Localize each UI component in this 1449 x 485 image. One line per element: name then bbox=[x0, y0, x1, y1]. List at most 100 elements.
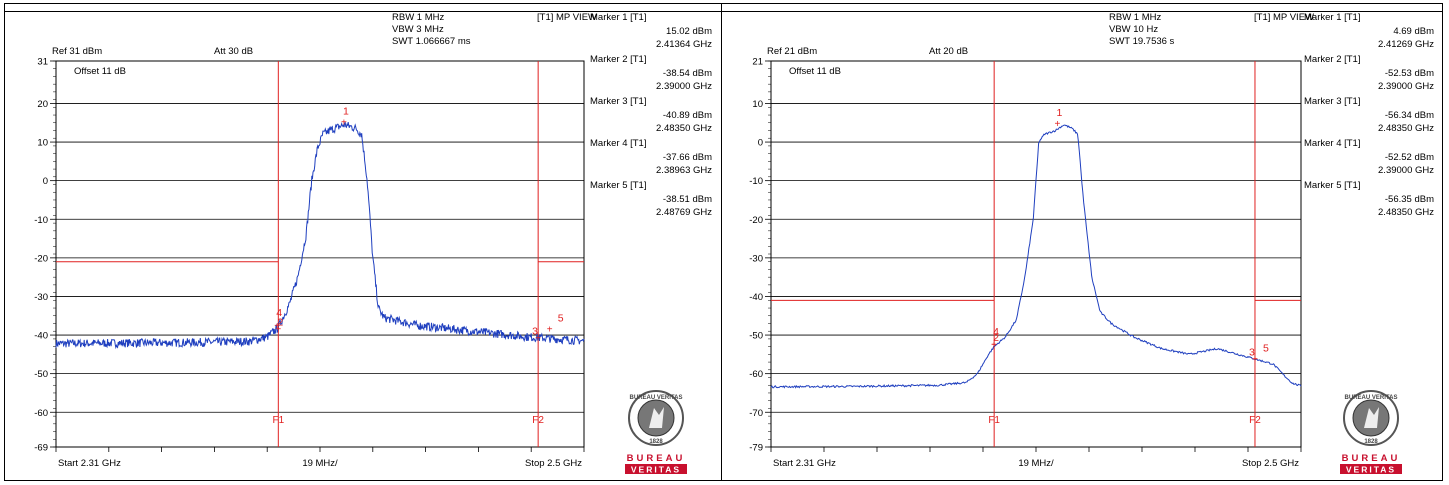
logo-wordmark-band bbox=[625, 464, 687, 474]
marker-symbol: + bbox=[1252, 355, 1258, 366]
f1-label: F1 bbox=[272, 415, 284, 426]
marker-symbol: + bbox=[991, 340, 997, 351]
y-tick-label: 20 bbox=[37, 99, 48, 110]
marker-number-3: 3 bbox=[532, 325, 538, 337]
marker-table-level: -52.52 dBm bbox=[1385, 152, 1434, 163]
marker-symbol: + bbox=[274, 321, 280, 332]
marker-table-title: Marker 4 [T1] bbox=[590, 138, 647, 149]
marker-table-title: Marker 1 [T1] bbox=[590, 12, 647, 23]
marker-symbol: + bbox=[1252, 355, 1258, 366]
marker-symbol: + bbox=[991, 340, 997, 351]
y-tick-label: -40 bbox=[749, 292, 763, 303]
marker-table-frequency: 2.39000 GHz bbox=[1378, 165, 1434, 176]
panel-divider bbox=[721, 3, 722, 481]
marker-table-frequency: 2.39000 GHz bbox=[656, 81, 712, 92]
marker-table-title: Marker 5 [T1] bbox=[590, 180, 647, 191]
marker-table-title: Marker 3 [T1] bbox=[590, 96, 647, 107]
marker-table-frequency: 2.39000 GHz bbox=[1378, 81, 1434, 92]
y-tick-label: -20 bbox=[34, 253, 48, 264]
swt-label: SWT 1.066667 ms bbox=[392, 36, 471, 47]
view-label: [T1] MP VIEW bbox=[537, 12, 597, 23]
marker-table-frequency: 2.48350 GHz bbox=[1378, 123, 1434, 134]
marker-table-title: Marker 3 [T1] bbox=[1304, 96, 1361, 107]
logo-seal-text: BUREAU VERITAS bbox=[630, 395, 683, 401]
marker-table-frequency: 2.38963 GHz bbox=[656, 165, 712, 176]
y-tick-label: -70 bbox=[749, 408, 763, 419]
swt-label: SWT 19.7536 s bbox=[1109, 36, 1175, 47]
stop-frequency-label: Stop 2.5 GHz bbox=[1242, 458, 1299, 469]
marker-table-level: -52.53 dBm bbox=[1385, 68, 1434, 79]
marker-number-2: 2 bbox=[993, 332, 999, 344]
att-label: Att 20 dB bbox=[929, 46, 968, 57]
logo-wordmark-band bbox=[1340, 464, 1402, 474]
y-tick-label: -40 bbox=[34, 331, 48, 342]
logo-figure-icon bbox=[1364, 407, 1379, 428]
marker-number-1: 1 bbox=[1056, 107, 1062, 119]
marker-table-level: -40.89 dBm bbox=[663, 110, 712, 121]
att-label: Att 30 dB bbox=[214, 46, 253, 57]
marker-table-title: Marker 2 [T1] bbox=[1304, 54, 1361, 65]
plot-frame bbox=[770, 60, 1302, 448]
y-tick-label: 10 bbox=[37, 138, 48, 149]
offset-label: Offset 11 dB bbox=[74, 66, 126, 77]
logo-wordmark-bottom: VERITAS bbox=[631, 465, 681, 475]
marker-table-title: Marker 2 [T1] bbox=[590, 54, 647, 65]
logo-wordmark-bottom: VERITAS bbox=[1346, 465, 1396, 475]
span-per-division-label: 19 MHz/ bbox=[1018, 458, 1054, 469]
marker-table-level: -37.66 dBm bbox=[663, 152, 712, 163]
start-frequency-label: Start 2.31 GHz bbox=[58, 458, 121, 469]
ref-label: Ref 31 dBm bbox=[52, 46, 102, 57]
marker-table-frequency: 2.48350 GHz bbox=[1378, 207, 1434, 218]
marker-number-5: 5 bbox=[1263, 343, 1269, 355]
vbw-label: VBW 10 Hz bbox=[1109, 24, 1158, 35]
logo-wordmark-top: BUREAU bbox=[627, 453, 686, 464]
y-tick-label: -10 bbox=[34, 215, 48, 226]
logo-wordmark-top: BUREAU bbox=[1342, 453, 1401, 464]
y-tick-label: -69 bbox=[34, 443, 48, 454]
marker-number-5: 5 bbox=[558, 312, 564, 324]
marker-symbol: + bbox=[547, 324, 553, 335]
top-header-strip bbox=[4, 3, 1443, 12]
marker-number-1: 1 bbox=[343, 106, 349, 118]
start-frequency-label: Start 2.31 GHz bbox=[773, 458, 836, 469]
y-tick-label: 21 bbox=[752, 57, 763, 68]
marker-table-title: Marker 1 [T1] bbox=[1304, 12, 1361, 23]
y-tick-label: -30 bbox=[34, 292, 48, 303]
y-tick-label: -50 bbox=[34, 369, 48, 380]
marker-number-3: 3 bbox=[1249, 347, 1255, 359]
ref-label: Ref 21 dBm bbox=[767, 46, 817, 57]
logo-year: 1828 bbox=[649, 439, 663, 445]
f1-label: F1 bbox=[988, 415, 1000, 426]
screenshot-frame bbox=[4, 3, 1443, 481]
marker-symbol: + bbox=[341, 118, 347, 129]
marker-table-title: Marker 5 [T1] bbox=[1304, 180, 1361, 191]
y-tick-label: -10 bbox=[749, 176, 763, 187]
marker-table-frequency: 2.41269 GHz bbox=[1378, 39, 1434, 50]
marker-table-frequency: 2.48350 GHz bbox=[656, 123, 712, 134]
marker-table-frequency: 2.41364 GHz bbox=[656, 39, 712, 50]
y-tick-label: 0 bbox=[758, 138, 763, 149]
logo-seal-text: BUREAU VERITAS bbox=[1345, 395, 1398, 401]
marker-table-title: Marker 4 [T1] bbox=[1304, 138, 1361, 149]
marker-table-level: 15.02 dBm bbox=[666, 26, 712, 37]
marker-number-2: 2 bbox=[277, 316, 283, 328]
y-tick-label: -30 bbox=[749, 253, 763, 264]
y-tick-label: -60 bbox=[749, 369, 763, 380]
rbw-label: RBW 1 MHz bbox=[1109, 12, 1162, 23]
marker-symbol: + bbox=[1054, 119, 1060, 130]
marker-table-level: -38.54 dBm bbox=[663, 68, 712, 79]
rbw-label: RBW 1 MHz bbox=[392, 12, 445, 23]
y-tick-label: -79 bbox=[749, 443, 763, 454]
f2-label: F2 bbox=[532, 415, 544, 426]
plot-frame bbox=[55, 60, 585, 448]
f2-label: F2 bbox=[1249, 415, 1261, 426]
marker-table-level: 4.69 dBm bbox=[1393, 26, 1434, 37]
offset-label: Offset 11 dB bbox=[789, 66, 841, 77]
marker-table-level: -56.34 dBm bbox=[1385, 110, 1434, 121]
spectrum-trace bbox=[55, 121, 585, 350]
stop-frequency-label: Stop 2.5 GHz bbox=[525, 458, 582, 469]
logo-figure-icon bbox=[649, 407, 664, 428]
span-per-division-label: 19 MHz/ bbox=[302, 458, 338, 469]
y-tick-label: -50 bbox=[749, 331, 763, 342]
